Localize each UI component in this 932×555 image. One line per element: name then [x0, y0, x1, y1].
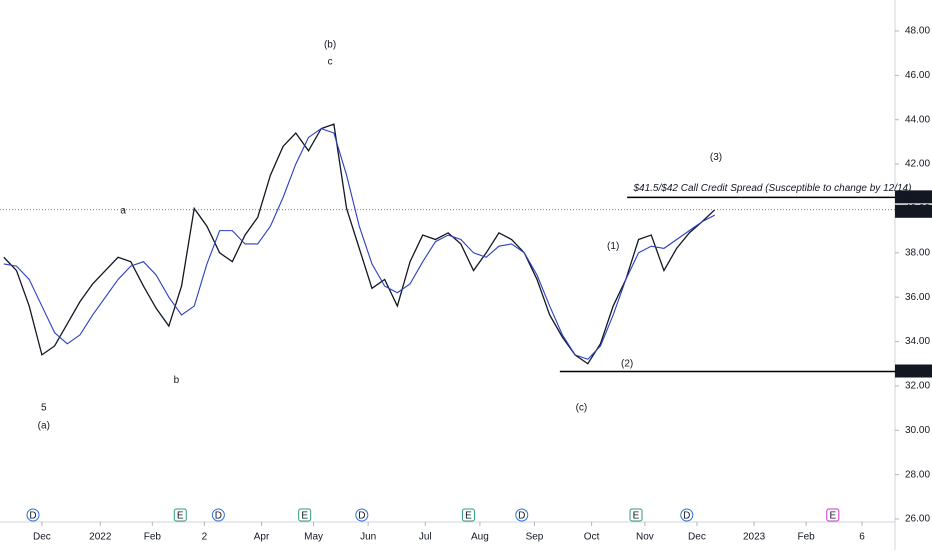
x-tick-label: Aug — [471, 532, 489, 543]
event-label: E — [829, 511, 836, 522]
annotation: a — [120, 205, 126, 216]
annotation: (1) — [607, 241, 619, 252]
x-tick-label: May — [304, 532, 323, 543]
y-tick-label: 42.00 — [905, 159, 930, 170]
event-label: D — [29, 511, 36, 522]
x-tick-label: 6 — [859, 532, 865, 543]
event-marker — [355, 508, 369, 522]
x-tick-label: 2022 — [89, 532, 112, 543]
annotation: 5 — [41, 403, 47, 414]
annotation: $41.5/$42 Call Credit Spread (Susceptibl… — [632, 183, 911, 194]
event-label: D — [518, 511, 525, 522]
price-label: 32.65 — [900, 366, 925, 377]
y-tick-label: 36.00 — [905, 292, 930, 303]
event-label: E — [177, 511, 184, 522]
annotation: (3) — [710, 152, 722, 163]
y-tick-label: 28.00 — [905, 469, 930, 480]
y-tick-label: 46.00 — [905, 70, 930, 81]
x-tick-label: Apr — [254, 532, 270, 543]
event-marker — [173, 508, 187, 522]
x-tick-label: 2 — [202, 532, 208, 543]
y-tick-label: 26.00 — [905, 514, 930, 525]
annotation: b — [174, 375, 180, 386]
event-label: D — [358, 511, 365, 522]
event-marker — [680, 508, 694, 522]
y-tick-label: 34.00 — [905, 336, 930, 347]
series-line — [3, 127, 715, 360]
event-marker — [461, 508, 475, 522]
event-label: E — [301, 511, 308, 522]
event-marker — [26, 508, 40, 522]
price-label-box — [895, 204, 932, 218]
event-marker — [211, 508, 225, 522]
x-tick-label: Feb — [144, 532, 162, 543]
event-label: D — [683, 511, 690, 522]
y-tick-label: 48.00 — [905, 26, 930, 37]
event-label: E — [633, 511, 640, 522]
event-label: E — [465, 511, 472, 522]
y-tick-label: 30.00 — [905, 425, 930, 436]
event-marker — [826, 508, 840, 522]
event-label: D — [215, 511, 222, 522]
price-label: 40.50 — [900, 192, 925, 203]
x-tick-label: Nov — [636, 532, 654, 543]
x-tick-label: Oct — [584, 532, 600, 543]
event-marker — [515, 508, 529, 522]
price-label-box — [895, 190, 932, 204]
annotation: (b) — [324, 40, 336, 51]
annotation: (c) — [576, 403, 588, 414]
x-tick-label: Dec — [33, 532, 51, 543]
price-label-box — [895, 364, 932, 378]
x-tick-label: Jun — [360, 532, 376, 543]
annotation: (a) — [38, 420, 50, 431]
price-label: 39.94 — [900, 206, 925, 217]
annotation: (2) — [621, 358, 633, 369]
event-marker — [298, 508, 312, 522]
y-tick-label: 32.00 — [905, 381, 930, 392]
x-tick-label: Jul — [419, 532, 432, 543]
y-tick-label: 38.00 — [905, 247, 930, 258]
y-tick-label: 44.00 — [905, 114, 930, 125]
x-tick-label: Dec — [688, 532, 706, 543]
annotation: c — [328, 57, 333, 68]
x-tick-label: Feb — [798, 532, 816, 543]
x-tick-label: 2023 — [743, 532, 766, 543]
event-marker — [629, 508, 643, 522]
x-tick-label: Sep — [526, 532, 544, 543]
